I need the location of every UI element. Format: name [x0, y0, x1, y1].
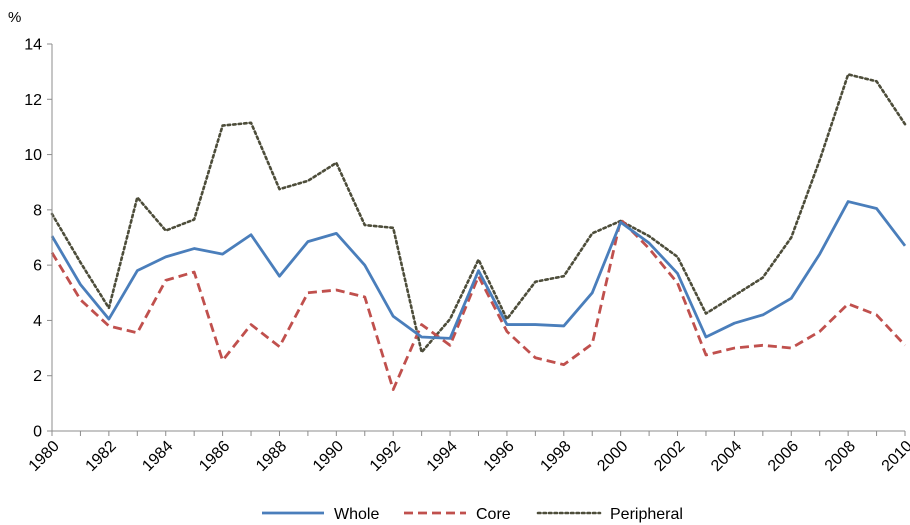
x-axis-ticks: 1980 1982 1984 1986 1988 1990 1992 1994 1996 1998…: [26, 431, 910, 475]
x-tick-label: 1986: [196, 438, 233, 475]
x-tick-label: 2004: [708, 438, 745, 475]
series-line-whole: [50, 200, 907, 340]
legend-label-core: Core: [476, 506, 511, 523]
x-tick-label: 1998: [537, 438, 574, 475]
y-axis-unit-label: %: [8, 9, 21, 26]
x-tick-label: 2008: [822, 438, 859, 475]
y-axis-ticks: 0 2 4 6 8 10 12 14: [24, 37, 52, 441]
x-tick-label: 2010: [879, 438, 910, 475]
x-tick-label: 1994: [424, 438, 461, 475]
x-tick-label: 2002: [651, 438, 688, 475]
y-tick-label: 14: [24, 37, 42, 54]
series-line-core: [50, 218, 907, 391]
x-tick-label: 1982: [83, 438, 120, 475]
legend-label-peripheral: Peripheral: [610, 506, 683, 523]
x-tick-label: 2000: [594, 438, 631, 475]
y-tick-label: 2: [33, 368, 42, 385]
x-tick-label: 1980: [26, 438, 63, 475]
series-lines: [50, 73, 907, 391]
y-tick-label: 4: [33, 313, 42, 330]
x-tick-label: 1996: [481, 438, 518, 475]
y-tick-label: 8: [33, 202, 42, 219]
y-tick-label: 0: [33, 424, 42, 441]
legend: Whole Core Peripheral: [262, 506, 683, 523]
series-line-peripheral: [50, 73, 907, 354]
y-tick-label: 12: [24, 92, 42, 109]
legend-label-whole: Whole: [334, 506, 379, 523]
y-tick-label: 6: [33, 258, 42, 275]
y-tick-label: 10: [24, 147, 42, 164]
x-tick-label: 1984: [139, 438, 176, 475]
x-tick-label: 1990: [310, 438, 347, 475]
x-tick-label: 2006: [765, 438, 802, 475]
x-tick-label: 1988: [253, 438, 290, 475]
x-tick-label: 1992: [367, 438, 404, 475]
